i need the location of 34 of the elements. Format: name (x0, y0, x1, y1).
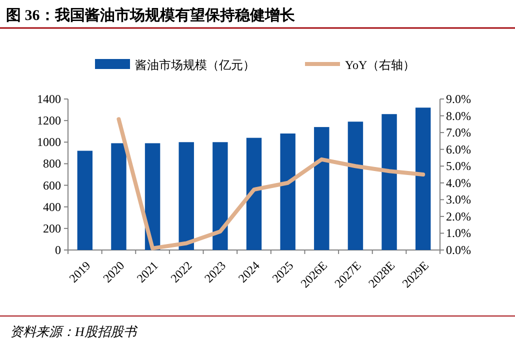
y2-tick-label: 7.0% (446, 126, 471, 140)
bar (415, 108, 431, 250)
legend-label: YoY（右轴） (345, 58, 416, 72)
line-series (116, 117, 426, 250)
y2-tick-label: 0.0% (446, 243, 471, 257)
y2-tick-label: 5.0% (446, 159, 471, 174)
bar (348, 122, 364, 250)
bar (111, 143, 126, 250)
y2-tick-label: 4.0% (446, 176, 471, 190)
bar (77, 150, 93, 250)
chart-title: 图 36：我国酱油市场规模有望保持稳健增长 (6, 6, 296, 24)
bar (314, 127, 330, 250)
y2-tick-label: 8.0% (446, 108, 471, 123)
y-tick-label: 1000 (37, 135, 61, 150)
y2-tick-label: 9.0% (446, 92, 471, 106)
y-tick-label: 800 (43, 156, 61, 171)
y-tick-label: 400 (43, 200, 61, 214)
bar (212, 142, 228, 250)
text: 资料来源：H股招股书 (10, 324, 138, 339)
y-tick-label: 1400 (37, 92, 61, 106)
y-tick-label: 0 (55, 243, 61, 257)
y2-tick-label: 6.0% (446, 142, 471, 156)
y-tick-label: 200 (43, 221, 61, 236)
y2-tick-label: 3.0% (446, 192, 471, 207)
y-tick-label: 600 (43, 178, 61, 192)
y2-tick-label: 2.0% (446, 209, 471, 224)
y2-tick-label: 1.0% (446, 226, 471, 240)
bar (144, 143, 160, 250)
y-tick-label: 1200 (37, 114, 61, 128)
bar (280, 134, 296, 250)
bar (178, 142, 194, 250)
bar (382, 114, 397, 250)
legend-label: 酱油市场规模（亿元） (135, 58, 255, 72)
bar (246, 138, 262, 250)
